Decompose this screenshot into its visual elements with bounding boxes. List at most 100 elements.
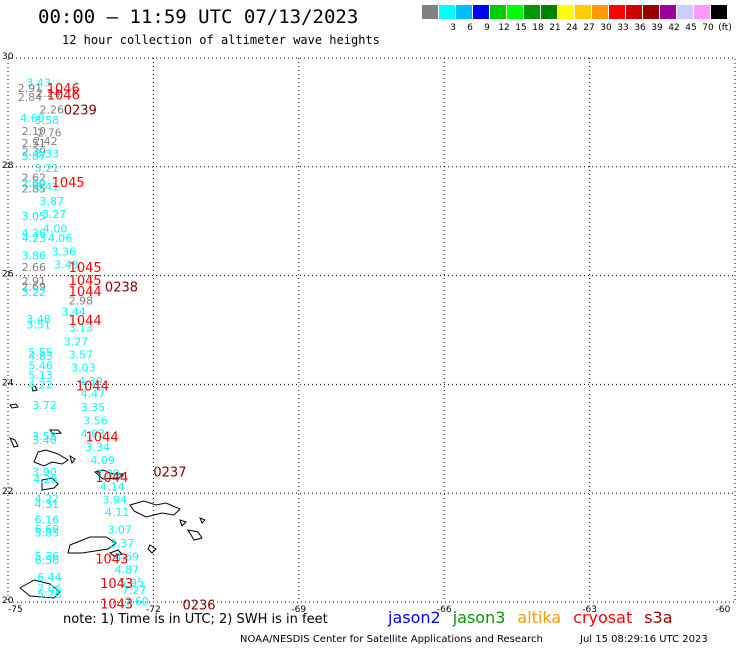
wave-height-value: 3.48 bbox=[54, 259, 79, 272]
wave-height-value: 4.14 bbox=[100, 481, 125, 494]
wave-height-value: 2.39 bbox=[22, 146, 47, 159]
wave-height-value: 6.44 bbox=[37, 571, 62, 584]
wave-height-value: 5.95 bbox=[119, 576, 143, 589]
satellite-legend: jason2 jason3 altika cryosat s3a bbox=[388, 608, 685, 627]
latitude-tick-label: 30 bbox=[2, 52, 14, 62]
legend-swatch-label: 33 bbox=[617, 23, 629, 33]
latitude-tick-label: 26 bbox=[2, 270, 14, 280]
latitude-tick-label: 28 bbox=[2, 161, 14, 171]
credit-line: NOAA/NESDIS Center for Satellite Applica… bbox=[240, 634, 543, 645]
wave-height-value: 2.26 bbox=[40, 104, 65, 117]
longitude-tick-label: -69 bbox=[291, 605, 306, 615]
wave-height-value: 4.09 bbox=[90, 454, 115, 467]
wave-height-value: 3.87 bbox=[40, 195, 65, 208]
legend-swatch-label: 18 bbox=[532, 23, 544, 33]
wave-height-value: 2.69 bbox=[22, 280, 47, 293]
longitude-tick-label: -66 bbox=[437, 605, 452, 615]
legend-swatch bbox=[694, 5, 710, 19]
wave-height-value: 3.40 bbox=[32, 434, 57, 447]
wave-height-value: 4.87 bbox=[115, 563, 140, 576]
wave-height-value: 3.05 bbox=[22, 210, 47, 223]
latitude-tick-labels: 30 28 26 24 22 20 bbox=[2, 52, 14, 606]
wave-height-value: 3.58 bbox=[35, 114, 60, 127]
wave-height-value: 4.23 bbox=[22, 232, 47, 245]
legend-swatch bbox=[711, 5, 727, 19]
wave-height-value: 2.62 bbox=[22, 172, 47, 185]
legend-swatch bbox=[643, 5, 659, 19]
map-border bbox=[7, 57, 736, 603]
legend-swatch bbox=[558, 5, 574, 19]
wave-height-value: 3.07 bbox=[22, 150, 47, 163]
legend-swatch bbox=[609, 5, 625, 19]
legend-swatch-label: (ft) bbox=[718, 23, 732, 33]
pass-time-label: 1043 bbox=[100, 598, 133, 613]
wave-height-value: 2.91 bbox=[18, 82, 43, 95]
wave-height-value: 5.76 bbox=[37, 588, 62, 601]
satellite-name: cryosat bbox=[573, 608, 633, 627]
wave-height-value: 3.22 bbox=[22, 286, 47, 299]
wave-height-value: 3.34 bbox=[86, 441, 111, 454]
wave-height-value: 3.44 bbox=[61, 306, 86, 319]
wave-height-value: 4.00 bbox=[43, 222, 67, 235]
wave-height-value: 7.06 bbox=[37, 582, 62, 595]
legend-swatch-label: 24 bbox=[566, 23, 578, 33]
legend-swatch-label: 30 bbox=[600, 23, 612, 33]
wave-height-value: 7.27 bbox=[122, 584, 147, 597]
legend-swatch-label: 70 bbox=[702, 23, 714, 33]
pass-time-label: 1045 bbox=[69, 274, 102, 289]
wave-height-value: 3.27 bbox=[64, 335, 88, 348]
satellite-name: altika bbox=[517, 608, 562, 627]
legend-swatch-label: 9 bbox=[484, 23, 490, 33]
legend-swatch-label: 21 bbox=[549, 23, 561, 33]
legend-swatch-label: 36 bbox=[634, 23, 646, 33]
legend-swatch bbox=[541, 5, 557, 19]
wave-height-value: 2.51 bbox=[22, 137, 47, 150]
wave-height-value: 2.42 bbox=[33, 135, 58, 148]
wave-height-value: 3.56 bbox=[83, 414, 108, 427]
wave-height-value: 3.33 bbox=[35, 148, 60, 161]
wave-height-value: 3.51 bbox=[26, 319, 51, 332]
wave-height-value: 6.16 bbox=[35, 513, 60, 526]
pass-time-label: 0238 bbox=[105, 280, 138, 295]
wave-height-value: 3.43 bbox=[26, 76, 51, 89]
wave-height-value: 3.80 bbox=[95, 468, 120, 481]
wave-height-value: 4.28 bbox=[33, 473, 58, 486]
legend-swatch bbox=[575, 5, 591, 19]
wave-height-value: 6.56 bbox=[35, 554, 60, 567]
legend-swatch-label: 6 bbox=[467, 23, 473, 33]
wave-height-value: 6.69 bbox=[35, 523, 60, 536]
legend-swatch-label: 12 bbox=[498, 23, 510, 33]
longitude-tick-label: -63 bbox=[582, 605, 597, 615]
wave-height-value: 4.36 bbox=[22, 227, 47, 240]
wave-height-value: 4.83 bbox=[28, 350, 53, 363]
pass-time-label: 1044 bbox=[95, 471, 128, 486]
pass-time-label: 1044 bbox=[86, 431, 119, 446]
pass-time-label: 1046 bbox=[47, 88, 80, 103]
wave-height-value: 3.07 bbox=[107, 524, 131, 537]
wave-height-value: 3.86 bbox=[22, 249, 47, 262]
wave-height-value: 3.94 bbox=[103, 494, 128, 507]
wave-height-value: 4.47 bbox=[81, 388, 106, 401]
footer-note: note: 1) Time is in UTC; 2) SWH is in fe… bbox=[63, 612, 328, 627]
legend-swatch bbox=[592, 5, 608, 19]
legend-swatch-label: 3 bbox=[450, 23, 456, 33]
wave-height-value: 3.90 bbox=[32, 465, 57, 478]
wave-height-value: 4.03 bbox=[81, 427, 106, 440]
wave-height-value: 3.13 bbox=[69, 321, 94, 334]
wave-height-value: 2.10 bbox=[22, 125, 47, 138]
page-subtitle: 12 hour collection of altimeter wave hei… bbox=[62, 33, 380, 47]
legend-swatch-label: 42 bbox=[668, 23, 680, 33]
pass-time-label: 1045 bbox=[69, 261, 102, 276]
wave-height-value: 4.69 bbox=[115, 550, 140, 563]
wave-height-value: 4.11 bbox=[105, 506, 130, 519]
legend-swatch bbox=[507, 5, 523, 19]
pass-time-label: 1044 bbox=[69, 285, 102, 300]
wave-height-value: 2.76 bbox=[37, 127, 62, 140]
legend-swatch-label: 45 bbox=[685, 23, 697, 33]
wave-height-value: 5.55 bbox=[28, 346, 53, 359]
latitude-tick-label: 22 bbox=[2, 487, 13, 497]
pass-time-label: 0236 bbox=[182, 599, 215, 614]
wave-height-value: 3.58 bbox=[32, 430, 57, 443]
